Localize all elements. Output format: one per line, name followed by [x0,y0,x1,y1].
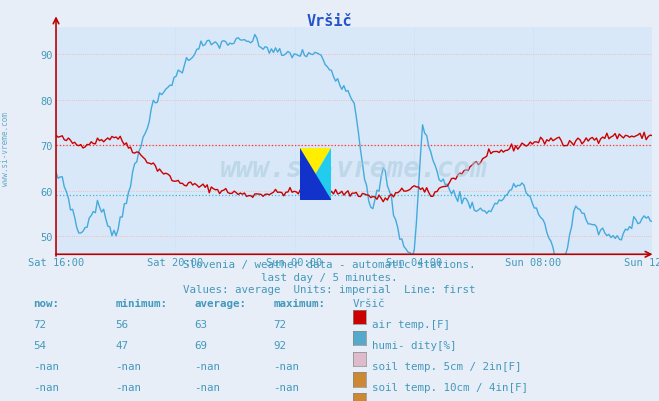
Text: -nan: -nan [194,382,220,392]
Polygon shape [300,148,331,200]
Text: last day / 5 minutes.: last day / 5 minutes. [261,272,398,282]
Text: -nan: -nan [33,382,59,392]
Text: -nan: -nan [115,382,141,392]
Text: www.si-vreme.com: www.si-vreme.com [220,154,488,182]
Text: 92: 92 [273,340,287,350]
Polygon shape [300,148,331,200]
Text: average:: average: [194,299,246,309]
Text: Vršič: Vršič [306,14,353,29]
Text: 56: 56 [115,320,129,330]
Polygon shape [300,148,331,200]
Text: Slovenia / weather data - automatic stations.: Slovenia / weather data - automatic stat… [183,260,476,270]
Text: 72: 72 [273,320,287,330]
Text: -nan: -nan [273,382,299,392]
Text: humi- dity[%]: humi- dity[%] [372,340,457,350]
Text: Values: average  Units: imperial  Line: first: Values: average Units: imperial Line: fi… [183,284,476,294]
Text: 69: 69 [194,340,208,350]
Text: minimum:: minimum: [115,299,167,309]
Text: soil temp. 5cm / 2in[F]: soil temp. 5cm / 2in[F] [372,361,522,371]
Text: 63: 63 [194,320,208,330]
Text: 54: 54 [33,340,46,350]
Text: www.si-vreme.com: www.si-vreme.com [1,111,10,185]
Text: now:: now: [33,299,59,309]
Text: 47: 47 [115,340,129,350]
Text: air temp.[F]: air temp.[F] [372,320,450,330]
Text: -nan: -nan [33,361,59,371]
Text: maximum:: maximum: [273,299,326,309]
Text: 72: 72 [33,320,46,330]
Text: -nan: -nan [115,361,141,371]
Text: Vršič: Vršič [353,299,385,309]
Text: -nan: -nan [273,361,299,371]
Text: soil temp. 10cm / 4in[F]: soil temp. 10cm / 4in[F] [372,382,529,392]
Text: -nan: -nan [194,361,220,371]
